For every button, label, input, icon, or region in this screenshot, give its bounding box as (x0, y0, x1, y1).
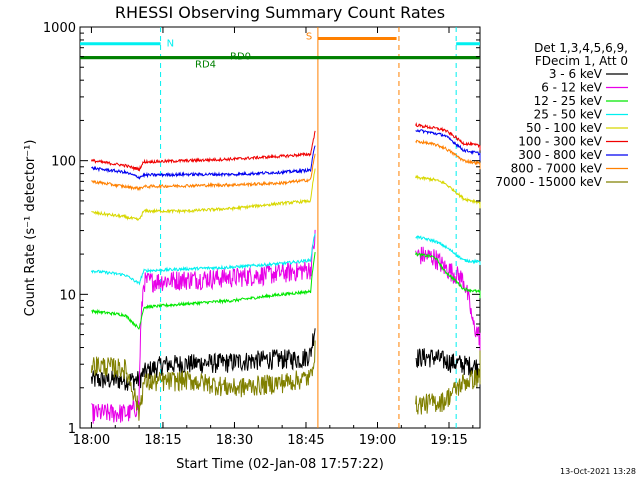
annotation-label: RD4 (195, 60, 216, 71)
plot-area-frame (79, 26, 481, 429)
series-line (90, 328, 316, 391)
series-line (415, 251, 481, 299)
series-line (91, 145, 316, 180)
footer-timestamp: 13-Oct-2021 13:28 (560, 467, 636, 476)
x-axis-label: Start Time (02-Jan-08 17:57:22) (176, 457, 384, 472)
series-line (91, 229, 316, 424)
x-tick-label: 18:45 (287, 433, 324, 448)
series-line (415, 350, 481, 415)
series-line (91, 252, 316, 330)
annotation-bars: NNSRD0RD4 (80, 32, 480, 71)
annotation-label: S (306, 32, 312, 43)
legend-label: 6 - 12 keV (541, 81, 603, 95)
series-line (415, 174, 481, 209)
legend-header-line-2: FDecim 1, Att 0 (535, 54, 628, 68)
series-line (415, 235, 481, 265)
x-tick-label: 19:00 (359, 433, 396, 448)
series-line (415, 121, 481, 151)
y-tick-label: 1 (68, 422, 76, 437)
x-tick-label: 19:15 (430, 433, 467, 448)
x-tick-label: 18:30 (216, 433, 253, 448)
x-tick-label: 18:15 (144, 433, 181, 448)
series-line (415, 348, 481, 379)
legend-header-line-1: Det 1,3,4,5,6,9, (534, 41, 628, 55)
legend-label: 12 - 25 keV (534, 94, 603, 108)
legend-label: 3 - 6 keV (549, 67, 603, 81)
chart-title: RHESSI Observing Summary Count Rates (115, 3, 445, 22)
legend-label: 25 - 50 keV (534, 108, 603, 122)
series-line (90, 130, 316, 172)
series-line (90, 233, 316, 286)
y-axis-label: Count Rate (s⁻¹ detector⁻¹) (23, 140, 38, 317)
legend-label: 100 - 300 keV (518, 135, 602, 149)
series-line (415, 128, 481, 161)
legend-label: 300 - 800 keV (518, 148, 602, 162)
legend-label: 50 - 100 keV (526, 121, 603, 135)
legend: Det 1,3,4,5,6,9, FDecim 1, Att 0 3 - 6 k… (495, 41, 628, 189)
annotation-label: N (167, 39, 174, 50)
series-line (90, 340, 316, 421)
legend-label: 7000 - 15000 keV (495, 175, 602, 189)
vertical-markers (160, 27, 457, 428)
series-line (91, 168, 316, 221)
series-lines (90, 121, 481, 424)
y-tick-label: 100 (51, 155, 76, 170)
series-line (91, 153, 316, 192)
y-tick-label: 1000 (43, 21, 76, 36)
legend-label: 800 - 7000 keV (511, 162, 603, 176)
x-tick-label: 18:00 (73, 433, 110, 448)
y-tick-label: 10 (59, 288, 76, 303)
axes: 18:00 18:15 18:30 18:45 19:00 19:15 1 10 100 1000 (43, 21, 480, 448)
